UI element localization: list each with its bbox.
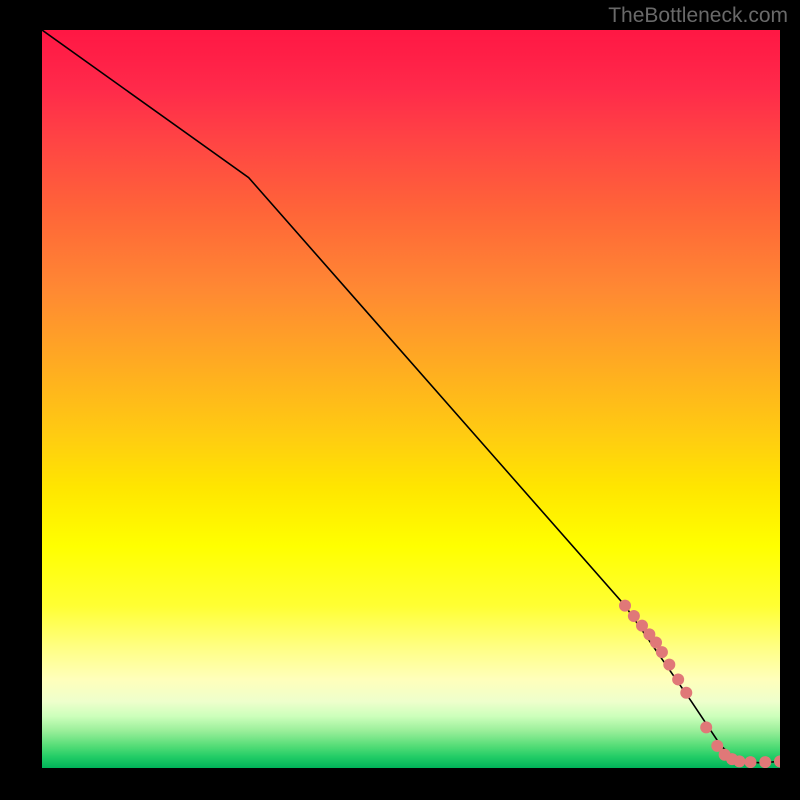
data-marker <box>663 659 675 671</box>
data-marker <box>619 600 631 612</box>
data-marker <box>700 721 712 733</box>
trend-line <box>42 30 780 763</box>
data-marker <box>744 756 756 768</box>
plot-area <box>42 30 780 768</box>
chart-svg <box>42 30 780 768</box>
marker-layer <box>619 600 780 768</box>
data-marker <box>628 610 640 622</box>
data-marker <box>759 756 771 768</box>
line-layer <box>42 30 780 763</box>
data-marker <box>656 646 668 658</box>
watermark-text: TheBottleneck.com <box>608 4 788 28</box>
data-marker <box>733 755 745 767</box>
data-marker <box>672 673 684 685</box>
data-marker <box>774 755 780 767</box>
data-marker <box>680 687 692 699</box>
